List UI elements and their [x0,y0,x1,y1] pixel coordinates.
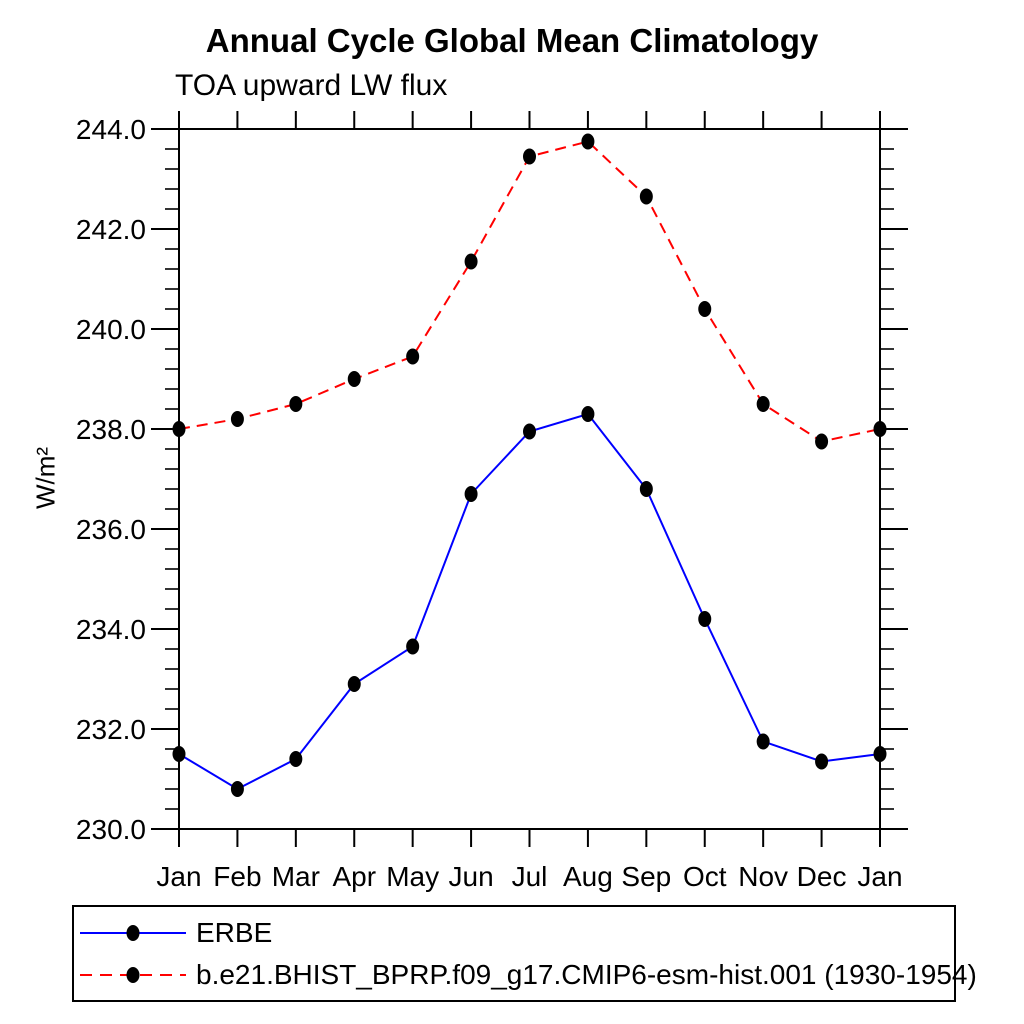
x-tick-label: Aug [563,861,613,892]
data-point-marker [347,676,361,692]
x-tick-label: Nov [738,861,788,892]
data-point-marker [639,481,653,497]
x-tick-label: Jan [156,861,201,892]
x-tick-label: Sep [621,861,671,892]
x-tick-label: Jun [449,861,494,892]
data-point-marker [464,253,478,270]
data-point-marker [581,406,595,422]
x-tick-label: Feb [213,861,261,892]
data-point-marker [698,301,712,317]
data-point-marker [406,638,420,655]
legend-item-model: b.e21.BHIST_BPRP.f09_g17.CMIP6-esm-hist.… [74,954,977,996]
data-point-marker [289,396,303,412]
data-point-marker [639,188,653,205]
model-line-sample-icon [80,966,186,983]
data-point-marker [230,411,244,427]
x-tick-label: Jul [512,861,548,892]
data-point-marker [873,421,887,437]
legend-item-erbe: ERBE [74,912,954,954]
x-tick-label: Mar [272,861,320,892]
data-point-marker [523,148,536,165]
model-line [178,140,881,443]
data-point-marker [172,421,186,437]
y-tick-label: 232.0 [76,714,146,745]
plot-frame [178,128,881,830]
chart-title: Annual Cycle Global Mean Climatology [205,22,819,59]
x-tick-label: Dec [797,861,847,892]
x-tick-label: Jan [857,861,902,892]
data-point-marker [289,751,303,767]
data-point-marker [523,423,536,440]
legend-box: ERBE b.e21.BHIST_BPRP.f09_g17.CMIP6-esm-… [72,905,977,1002]
data-point-marker [581,133,595,150]
chart-subtitle: TOA upward LW flux [175,69,448,102]
data-point-marker [873,746,887,762]
data-point-marker [464,486,478,502]
data-point-marker [756,396,770,412]
y-tick-label: 242.0 [76,214,146,245]
y-tick-label: 234.0 [76,614,146,645]
y-tick-label: 236.0 [76,514,146,545]
data-point-marker [172,746,186,762]
y-tick-label: 240.0 [76,314,146,345]
erbe-line-sample-icon [80,924,186,941]
y-tick-label: 238.0 [76,414,146,445]
data-point-marker [230,781,244,797]
x-tick-label: Oct [683,861,727,892]
y-tick-label: 230.0 [76,814,146,845]
data-point-marker [815,433,829,450]
data-point-marker [815,753,829,770]
legend-label-model: b.e21.BHIST_BPRP.f09_g17.CMIP6-esm-hist.… [196,958,977,990]
data-point-marker [756,733,770,750]
x-tick-label: Apr [332,861,376,892]
legend-label-erbe: ERBE [196,916,273,948]
y-tick-label: 244.0 [76,114,146,145]
data-point-marker [698,611,712,627]
data-point-marker [406,348,420,365]
x-tick-label: May [386,861,439,892]
erbe-line [178,412,881,791]
data-point-marker [347,371,361,387]
